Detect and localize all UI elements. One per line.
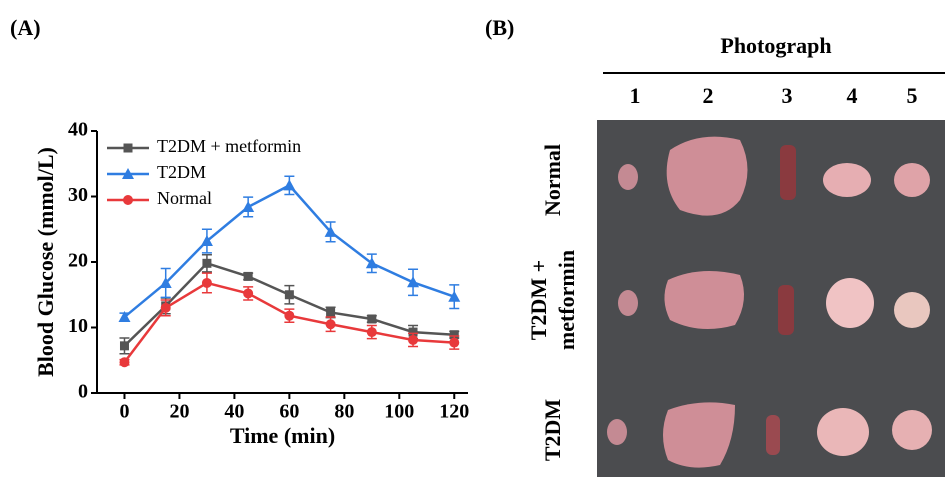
- x-tick-label: 80: [334, 401, 354, 423]
- y-tick-label: 30: [68, 184, 88, 206]
- column-label: 4: [847, 83, 858, 108]
- legend-label: T2DM: [157, 162, 206, 182]
- y-axis-title: Blood Glucose (mmol/L): [33, 147, 58, 377]
- photo-title: Photograph: [720, 33, 831, 58]
- figure: (A) (B) Photograph 1 2 3 4 5 Normal T2DM +metf…: [0, 0, 945, 477]
- marker: [202, 278, 212, 288]
- marker: [202, 259, 211, 268]
- column-label: 2: [703, 83, 714, 108]
- row-label: Normal: [540, 144, 565, 216]
- marker: [326, 319, 336, 329]
- legend-label: T2DM + metformin: [157, 136, 301, 156]
- marker: [283, 179, 295, 190]
- marker: [285, 290, 294, 299]
- x-tick-label: 40: [224, 401, 244, 423]
- marker: [407, 276, 419, 287]
- marker: [120, 341, 129, 350]
- legend-label: Normal: [157, 188, 212, 208]
- x-tick-label: 100: [384, 401, 414, 423]
- x-tick-label: 60: [279, 401, 299, 423]
- y-tick-label: 0: [78, 381, 88, 403]
- panel-label: (A): [10, 15, 41, 40]
- marker: [367, 327, 377, 337]
- column-label: 3: [782, 83, 793, 108]
- marker: [243, 288, 253, 298]
- x-axis-title: Time (min): [230, 423, 335, 448]
- y-tick-label: 40: [68, 119, 88, 141]
- marker: [326, 308, 335, 317]
- panel-label: (B): [485, 15, 514, 40]
- marker: [123, 195, 133, 205]
- column-label: 1: [630, 83, 641, 108]
- row-label: T2DM +: [526, 260, 551, 340]
- y-tick-label: 10: [68, 315, 88, 337]
- photograph: [597, 120, 945, 477]
- marker: [367, 314, 376, 323]
- marker: [449, 338, 459, 348]
- column-label: 5: [907, 83, 918, 108]
- row-label: metformin: [554, 250, 579, 350]
- x-tick-label: 0: [119, 401, 129, 423]
- x-tick-label: 20: [169, 401, 189, 423]
- marker: [161, 303, 171, 313]
- x-tick-label: 120: [439, 401, 469, 423]
- marker: [284, 311, 294, 321]
- marker: [124, 144, 133, 153]
- marker: [119, 357, 129, 367]
- row-label: T2DM: [540, 399, 565, 462]
- marker: [408, 335, 418, 345]
- marker: [242, 201, 254, 212]
- y-tick-label: 20: [68, 250, 88, 272]
- marker: [244, 272, 253, 281]
